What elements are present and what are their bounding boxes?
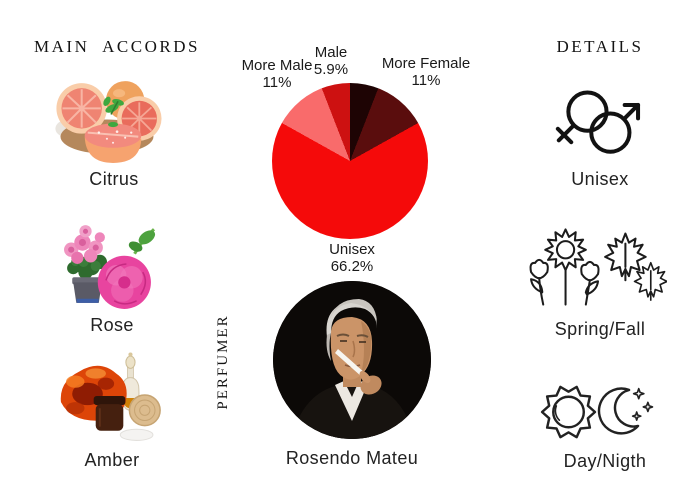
accord-label-rose: Rose: [90, 315, 134, 335]
detail-label-unisex: Unisex: [571, 169, 629, 189]
pie-label-male-name: Male: [314, 44, 348, 61]
perfumer-section-title: PERFUMER: [215, 314, 231, 410]
pie-label-more-female-pct: 11%: [411, 72, 441, 89]
pie-label-unisex-name: Unisex: [329, 241, 375, 258]
gender-unisex-icon: [546, 83, 648, 167]
pie-label-male-pct: 5.9%: [313, 61, 349, 78]
detail-label-day-night: Day/Nigth: [563, 451, 647, 471]
detail-label-spring-fall: Spring/Fall: [554, 319, 646, 339]
pie-label-male: Male 5.9%: [273, 44, 389, 78]
pie-label-more-male: More Male 11%: [219, 57, 335, 91]
amber-image: [54, 351, 164, 443]
sun-moon-icon: [538, 373, 654, 449]
pie-label-more-female: More Female 11%: [368, 55, 484, 89]
pie-label-unisex: Unisex 66.2%: [294, 241, 410, 275]
accord-label-amber: Amber: [84, 450, 140, 470]
pie-label-unisex-pct: 66.2%: [330, 258, 374, 275]
rose-image: [54, 219, 162, 311]
grapefruit-photo: [55, 81, 162, 163]
pie-label-more-male-pct: 11%: [262, 74, 292, 91]
pink-rose-photo: [64, 225, 156, 309]
flowers-maple-leaves-icon: [527, 223, 667, 309]
gender-pie-chart: [272, 83, 428, 239]
perfumer-photo: [273, 281, 431, 439]
perfumer-name: Rosendo Mateu: [285, 448, 419, 468]
day-night-graphic: [540, 385, 654, 439]
pie-label-more-male-name: More Male: [241, 57, 313, 74]
accord-label-citrus: Citrus: [89, 169, 139, 189]
details-title: DETAILS: [556, 37, 644, 56]
citrus-image: [54, 72, 168, 167]
spring-fall-graphic: [529, 228, 667, 306]
unisex-symbol-graphic: [555, 90, 641, 154]
pie-label-more-female-name: More Female: [381, 55, 471, 72]
amber-resin-photo: [60, 352, 161, 441]
rosendo-mateu-portrait: [273, 281, 431, 439]
main-accords-title: MAIN ACCORDS: [34, 37, 200, 56]
